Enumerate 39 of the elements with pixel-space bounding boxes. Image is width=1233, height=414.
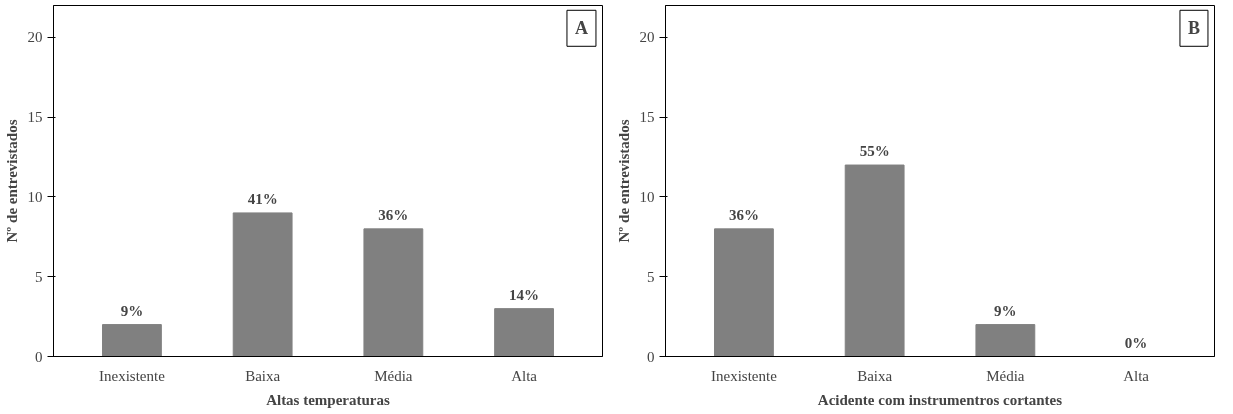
annotation: 14% [509,286,540,303]
bar [975,324,1036,357]
y-tick-label: 0 [35,348,43,365]
annotation: B [1187,18,1200,39]
x-tick-label: Inexistente [711,367,778,384]
y-tick-label: 15 [27,109,43,126]
y-axis-title: Nº de entrevistados [3,119,20,243]
bar [714,228,774,357]
y-tick-label: 10 [27,188,43,205]
x-tick-label: Alta [1123,367,1150,384]
x-tick-label: Alta [511,367,538,384]
y-tick-label: 20 [27,29,43,46]
y-tick-label: 20 [639,29,655,46]
x-tick-label: Inexistente [99,367,166,384]
annotation: 36% [378,206,409,223]
bar [232,212,293,357]
y-tick-label: 5 [35,268,43,285]
annotation: 9% [120,302,144,319]
annotation: 55% [859,143,890,160]
y-axis-title: Nº de entrevistados [615,119,632,243]
y-tick-label: 10 [639,188,655,205]
annotation: 9% [994,302,1017,319]
x-tick-label: Baixa [245,367,281,384]
annotation: 0% [1124,334,1148,351]
y-tick-label: 5 [647,268,655,285]
annotation: 41% [247,190,278,207]
bar [494,308,554,357]
y-tick-label: 15 [639,109,655,126]
x-tick-label: Baixa [857,367,893,384]
x-axis-title: Altas temperaturas [266,391,391,408]
x-tick-label: Média [986,367,1025,384]
y-tick-label: 0 [647,348,655,365]
bar [363,228,424,357]
x-tick-label: Média [374,367,413,384]
bar [844,164,905,357]
annotation: A [574,18,588,39]
annotation: 36% [728,206,759,223]
x-axis-title: Acidente com instrumentros cortantes [817,391,1063,408]
bar [102,324,162,357]
